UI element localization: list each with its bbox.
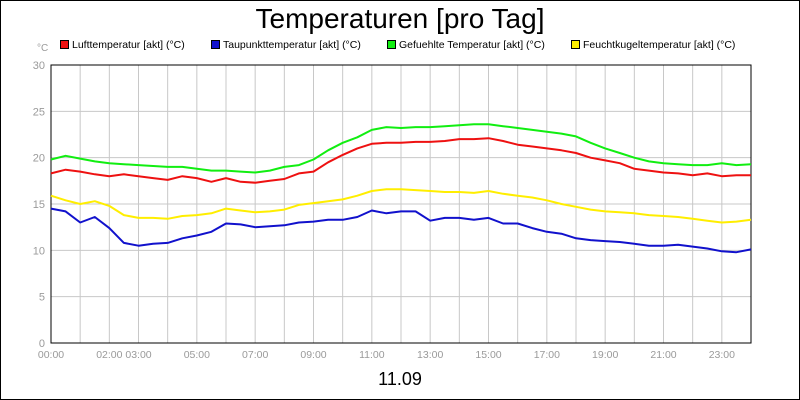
y-tick-label: 10 <box>33 245 45 257</box>
y-tick-label: 0 <box>39 338 45 350</box>
legend-swatch <box>571 39 580 49</box>
x-tick-label: 19:00 <box>592 349 618 361</box>
x-tick-label: 09:00 <box>300 349 326 361</box>
legend-label: Taupunkttemperatur [akt] (°C) <box>223 39 361 51</box>
y-tick-label: 5 <box>39 292 45 304</box>
x-tick-label: 05:00 <box>184 349 210 361</box>
x-tick-label: 11:00 <box>359 349 385 361</box>
x-tick-label: 17:00 <box>534 349 560 361</box>
x-tick-label: 03:00 <box>125 349 151 361</box>
legend-item: Taupunkttemperatur [akt] (°C) <box>211 39 361 51</box>
legend-item: Lufttemperatur [akt] (°C) <box>60 39 185 51</box>
x-tick-label: 02:00 <box>96 349 122 361</box>
legend-label: Gefuehlte Temperatur [akt] (°C) <box>399 39 545 51</box>
y-tick-label: 30 <box>33 60 45 72</box>
x-tick-label: 23:00 <box>709 349 735 361</box>
x-tick-label: 07:00 <box>242 349 268 361</box>
series-line <box>50 207 752 254</box>
x-tick-label: 00:00 <box>38 349 64 361</box>
y-axis-unit-label: °C <box>37 43 49 54</box>
x-tick-label: 21:00 <box>650 349 676 361</box>
plot-frame <box>50 64 752 344</box>
y-tick-label: 25 <box>33 106 45 118</box>
legend-item: Gefuehlte Temperatur [akt] (°C) <box>387 39 545 51</box>
legend-swatch <box>211 39 220 49</box>
legend-swatch <box>387 39 396 49</box>
legend-swatch <box>60 39 69 49</box>
legend-label: Feuchtkugeltemperatur [akt] (°C) <box>583 39 736 51</box>
x-tick-label: 15:00 <box>475 349 501 361</box>
series-line <box>50 137 751 184</box>
series-line <box>50 123 752 174</box>
series-line <box>50 188 752 224</box>
legend-item: Feuchtkugeltemperatur [akt] (°C) <box>571 39 735 51</box>
x-axis-date-label: 11.09 <box>378 369 422 389</box>
y-tick-label: 20 <box>33 153 45 165</box>
x-tick-label: 13:00 <box>417 349 443 361</box>
chart-title: Temperaturen [pro Tag] <box>255 3 545 34</box>
y-tick-label: 15 <box>33 199 45 211</box>
legend-label: Lufttemperatur [akt] (°C) <box>72 39 185 51</box>
